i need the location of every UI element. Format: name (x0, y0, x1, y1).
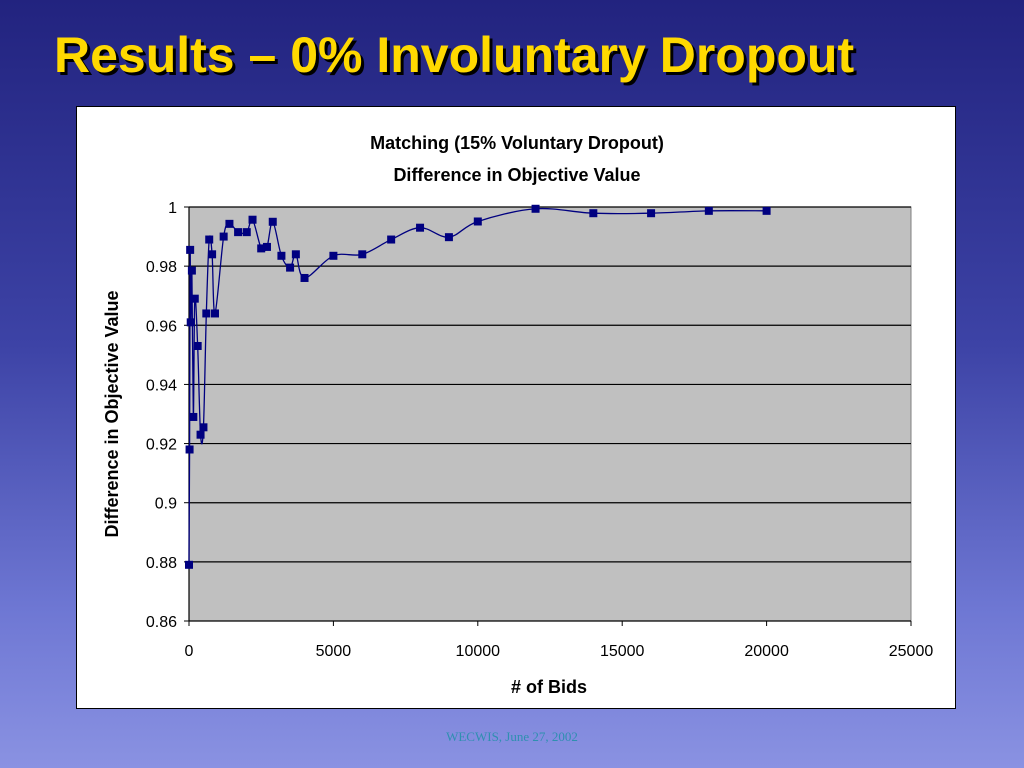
chart-frame: Matching (15% Voluntary Dropout) Differe… (76, 106, 956, 709)
data-point (189, 412, 198, 421)
x-tick-label: 10000 (456, 643, 501, 660)
data-point (234, 228, 243, 237)
gridlines (189, 206, 911, 563)
data-point (473, 217, 482, 226)
y-tick-label: 0.96 (146, 318, 177, 335)
data-point (268, 217, 277, 226)
y-tick-label: 0.94 (146, 377, 177, 394)
data-point (647, 209, 656, 218)
data-point (199, 423, 208, 432)
plot-area (188, 206, 912, 622)
chart-title: Matching (15% Voluntary Dropout) (370, 133, 664, 153)
x-tick-label: 20000 (744, 643, 789, 660)
data-point (277, 251, 286, 260)
data-point (387, 235, 396, 244)
y-tick-label: 1 (168, 200, 177, 217)
data-point (193, 341, 202, 350)
y-axis-ticks: 0.86 0.88 0.9 0.92 0.94 0.96 0.98 1 (146, 200, 189, 631)
x-tick-label: 5000 (316, 643, 352, 660)
data-point (416, 223, 425, 232)
data-point (219, 232, 228, 241)
data-point (185, 445, 194, 454)
data-point (202, 309, 211, 318)
data-point (300, 273, 309, 282)
data-point (210, 309, 219, 318)
data-point (185, 560, 193, 569)
y-tick-label: 0.86 (146, 614, 177, 631)
data-point (358, 250, 367, 259)
data-point (242, 228, 251, 237)
slide-title: Results – 0% Involuntary Dropout (54, 27, 855, 83)
data-point (762, 206, 771, 215)
x-tick-label: 0 (185, 643, 194, 660)
data-point (291, 250, 300, 259)
data-point (286, 263, 295, 272)
data-point (704, 206, 713, 215)
data-point (190, 294, 199, 303)
data-point (205, 235, 214, 244)
slide-footer: WECWIS, June 27, 2002 (446, 729, 578, 744)
data-point (248, 215, 257, 224)
x-tick-label: 15000 (600, 643, 645, 660)
x-axis-ticks: 0 5000 10000 15000 20000 25000 (185, 621, 934, 660)
x-tick-label: 25000 (889, 643, 934, 660)
data-point (187, 266, 196, 275)
y-tick-label: 0.88 (146, 555, 177, 572)
line-chart: Matching (15% Voluntary Dropout) Differe… (102, 133, 934, 697)
data-point (208, 250, 217, 259)
data-point (196, 430, 205, 439)
data-point (225, 219, 234, 228)
data-point (329, 251, 338, 260)
y-axis-label: Difference in Objective Value (102, 290, 122, 537)
data-point (444, 233, 453, 242)
data-point (186, 245, 195, 254)
data-point (262, 242, 271, 251)
data-point (186, 318, 195, 327)
data-point (531, 204, 540, 213)
y-tick-label: 0.9 (155, 496, 177, 513)
y-tick-label: 0.98 (146, 259, 177, 276)
data-point (589, 209, 598, 218)
data-point (257, 244, 266, 253)
series-markers (185, 204, 771, 569)
chart-subtitle: Difference in Objective Value (393, 165, 640, 185)
x-axis-label: # of Bids (511, 677, 587, 697)
y-tick-label: 0.92 (146, 437, 177, 454)
